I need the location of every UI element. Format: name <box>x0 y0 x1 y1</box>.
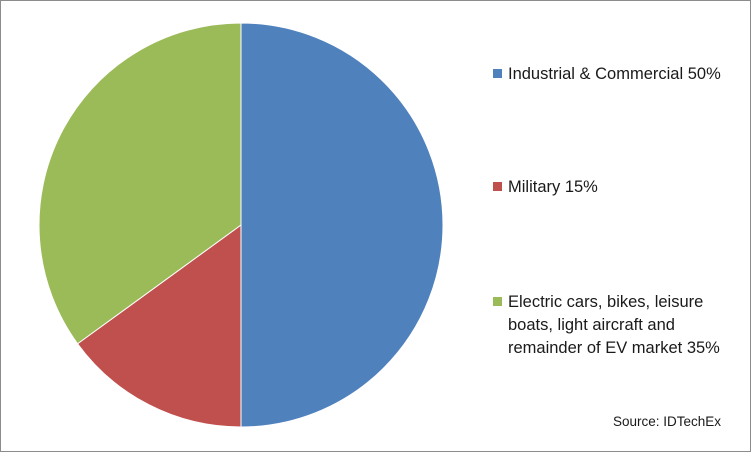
legend-swatch-electric <box>493 297 502 306</box>
pie-slice-military <box>76 224 242 428</box>
legend-swatch-military <box>493 182 502 191</box>
legend-label-industrial: Industrial & Commercial 50% <box>508 65 721 83</box>
legend-label-military: Military 15% <box>508 178 598 196</box>
source-note: Source: IDTechEx <box>612 414 721 429</box>
legend-label-electric: Electric cars, bikes, leisure boats, lig… <box>508 293 720 357</box>
pie-slice-electric <box>38 22 242 345</box>
pie-slice-industrial <box>240 22 444 428</box>
pie-slices <box>38 22 444 428</box>
legend-swatch-industrial <box>493 69 502 78</box>
